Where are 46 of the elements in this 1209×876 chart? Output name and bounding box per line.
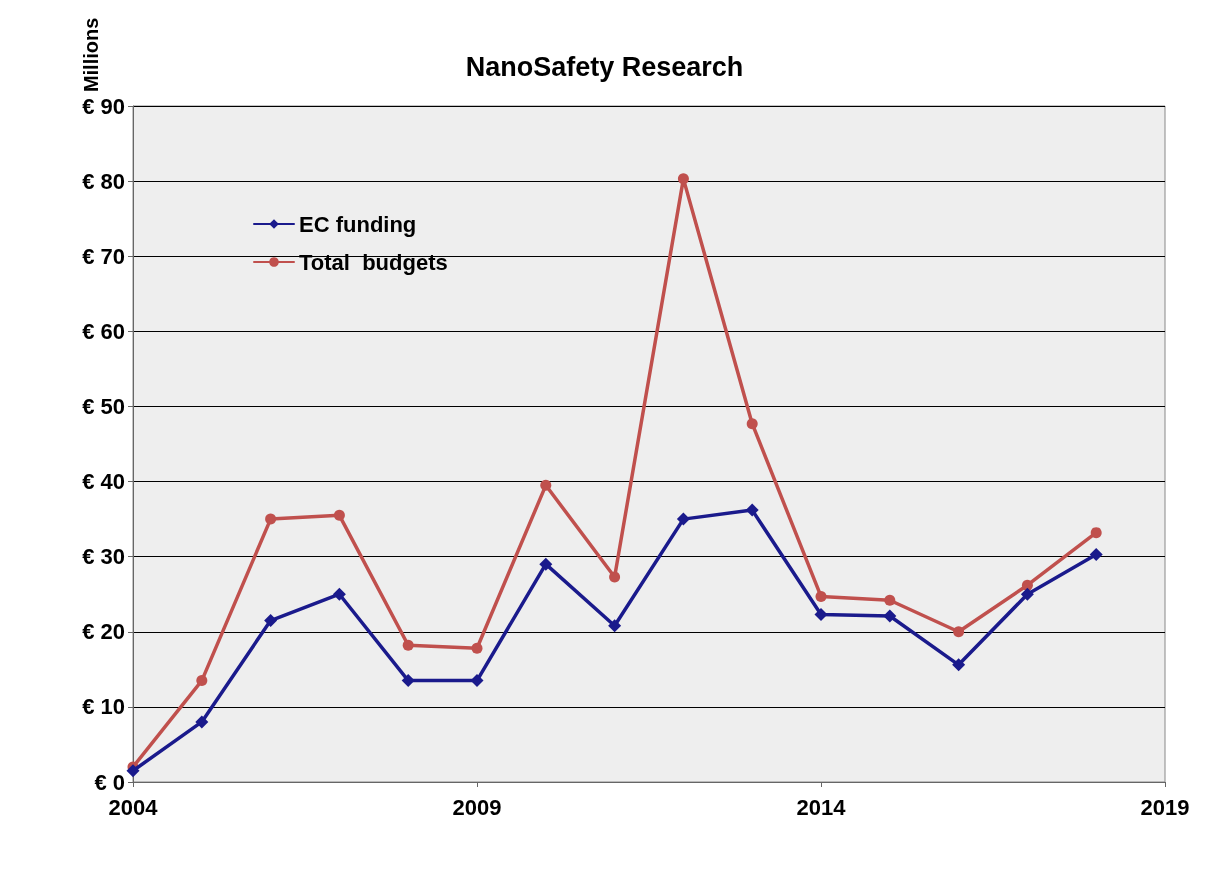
point <box>1090 527 1102 539</box>
point <box>1089 547 1103 561</box>
x-tick-label: 2009 <box>452 794 502 820</box>
point <box>126 764 140 778</box>
x-tick-label: 2014 <box>796 794 847 820</box>
point <box>332 587 346 601</box>
y-tick-label: € 60 <box>82 318 125 344</box>
point <box>265 513 277 525</box>
point <box>677 173 689 185</box>
point <box>471 642 483 654</box>
point <box>264 614 278 628</box>
point <box>746 418 758 430</box>
point <box>402 639 414 651</box>
point <box>540 479 552 491</box>
point <box>1020 587 1034 601</box>
y-tick-label: € 90 <box>82 93 125 119</box>
y-tick-label: € 80 <box>82 168 125 194</box>
point <box>609 571 621 583</box>
point <box>195 715 209 729</box>
point <box>745 503 759 517</box>
point <box>608 619 622 633</box>
point <box>539 557 553 571</box>
y-tick-label: € 50 <box>82 393 125 419</box>
y-tick-label: € 30 <box>82 544 125 570</box>
y-tick-label: € 40 <box>82 469 125 495</box>
y-tick-label: € 0 <box>94 769 125 795</box>
point <box>952 658 966 672</box>
x-tick-label: 2004 <box>108 794 159 820</box>
point <box>333 509 345 521</box>
point <box>883 609 897 623</box>
y-tick-label: € 70 <box>82 243 125 269</box>
y-axis-title: Millions <box>80 17 102 93</box>
point <box>814 608 828 621</box>
point <box>1021 579 1033 591</box>
point <box>676 512 690 526</box>
legend-label: EC funding <box>299 211 417 237</box>
point <box>815 590 827 602</box>
point <box>470 674 484 688</box>
point <box>953 626 965 638</box>
y-tick-label: € 20 <box>82 619 125 645</box>
point <box>884 594 896 606</box>
chart-title: NanoSafety Research <box>465 51 744 82</box>
y-tick-label: € 10 <box>82 694 125 720</box>
point <box>401 674 415 688</box>
point <box>196 675 208 687</box>
x-tick-label: 2019 <box>1140 794 1190 820</box>
